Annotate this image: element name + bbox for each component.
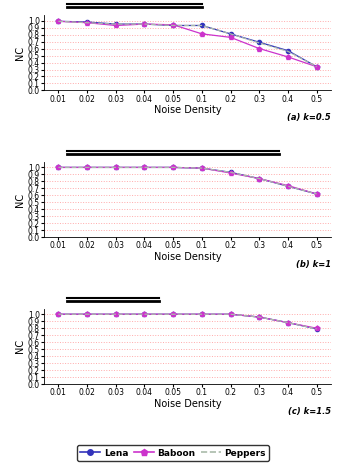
X-axis label: Noise Density: Noise Density [154, 105, 221, 115]
X-axis label: Noise Density: Noise Density [154, 252, 221, 262]
Y-axis label: NC: NC [15, 46, 25, 60]
Y-axis label: NC: NC [15, 339, 25, 353]
Y-axis label: NC: NC [15, 192, 25, 207]
Text: (a) k=0.5: (a) k=0.5 [287, 113, 331, 122]
Text: (b) k=1: (b) k=1 [296, 260, 331, 269]
X-axis label: Noise Density: Noise Density [154, 399, 221, 409]
Legend: Lena, Baboon, Peppers: Lena, Baboon, Peppers [77, 445, 269, 461]
Text: (c) k=1.5: (c) k=1.5 [288, 407, 331, 416]
